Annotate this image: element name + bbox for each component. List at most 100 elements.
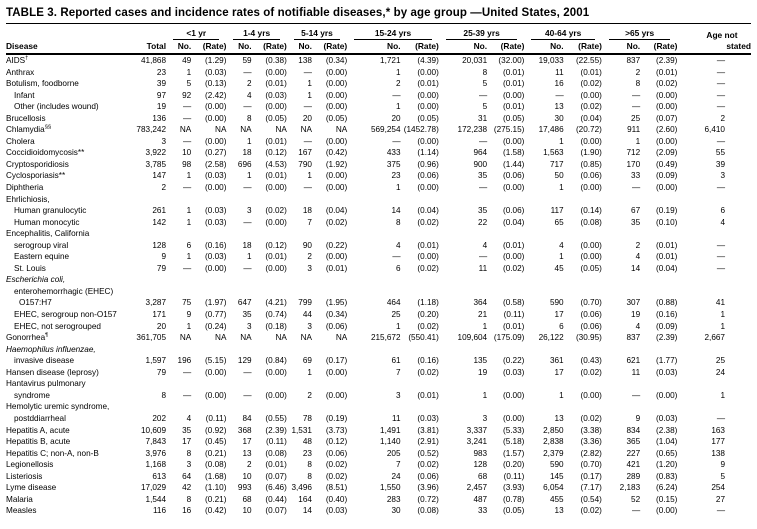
value-cell: (1452.78) — [403, 125, 439, 135]
value-cell — [401, 378, 439, 390]
value-cell: (0.00) — [656, 136, 678, 146]
disease-name: Hansen disease (leprosy) — [6, 367, 99, 377]
value-cell: 1 — [186, 252, 192, 262]
header-sub-row: Disease Total No. (Rate) No. (Rate) No. … — [6, 40, 751, 55]
value-cell — [564, 286, 602, 298]
value-cell — [524, 228, 563, 240]
value-cell: 3,496 — [291, 483, 312, 493]
value-cell: (0.02) — [417, 367, 439, 377]
value-cell: (0.00) — [502, 183, 525, 193]
value-cell: (0.03) — [265, 90, 287, 100]
value-cell: 227 — [626, 448, 641, 458]
header-spacer — [6, 26, 127, 40]
value-cell: 7 — [395, 367, 401, 377]
table-row: Eastern equine 9 1 (0.03) 1 (0.01) 2 (0.00) — (0.… — [6, 251, 751, 263]
disease-name: Cyclosporiasis** — [6, 171, 66, 181]
value-cell: (0.00) — [580, 252, 602, 262]
age-not-stated-cell — [677, 378, 751, 390]
value-cell: 5 — [186, 79, 192, 89]
value-cell: 1,531 — [291, 425, 312, 435]
age-group-label: 25-39 yrs — [445, 28, 518, 40]
total-cell: 171 — [152, 310, 167, 320]
value-cell: 911 — [627, 125, 641, 135]
value-cell — [312, 378, 347, 390]
value-cell: 215,672 — [370, 333, 401, 343]
value-cell — [312, 194, 347, 206]
value-cell: (0.02) — [580, 413, 602, 423]
value-cell: — — [243, 263, 252, 273]
value-cell — [640, 286, 677, 298]
value-cell: (0.03) — [205, 171, 227, 181]
value-cell: 2,379 — [543, 448, 564, 458]
value-cell: (0.88) — [656, 298, 678, 308]
value-cell — [439, 274, 487, 286]
header-no: No. — [347, 40, 401, 55]
header-group-row: <1 yr 1-4 yrs 5-14 yrs 15-24 yrs 25-39 y… — [6, 26, 751, 40]
value-cell: (0.19) — [656, 206, 678, 216]
value-cell: 17,486 — [538, 125, 564, 135]
value-cell: 18 — [242, 148, 252, 158]
value-cell: (3.81) — [417, 425, 439, 435]
value-cell: (0.18) — [265, 321, 287, 331]
value-cell: 16 — [182, 506, 192, 516]
value-cell: 35 — [478, 206, 488, 216]
value-cell: 3 — [247, 321, 252, 331]
value-cell — [191, 274, 226, 286]
value-cell — [166, 286, 191, 298]
value-cell: (5.15) — [205, 356, 227, 366]
value-cell: 2 — [635, 67, 641, 77]
value-cell: (1.95) — [325, 298, 348, 308]
value-cell: 128 — [473, 460, 488, 470]
value-cell — [487, 286, 524, 298]
total-cell — [127, 344, 166, 356]
value-cell — [252, 401, 287, 413]
age-not-stated-cell: — — [716, 506, 725, 516]
value-cell: 696 — [237, 159, 252, 169]
value-cell: (0.11) — [205, 413, 227, 423]
value-cell: 20,031 — [462, 56, 488, 65]
value-cell: 13 — [554, 413, 564, 423]
value-cell — [602, 378, 640, 390]
value-cell: (0.01) — [265, 252, 287, 262]
value-cell: (2.38) — [656, 425, 678, 435]
value-cell — [564, 401, 602, 413]
value-cell: NA — [335, 125, 348, 135]
value-cell — [312, 344, 347, 356]
value-cell — [487, 228, 524, 240]
value-cell: 65 — [554, 217, 564, 227]
value-cell: 983 — [473, 448, 488, 458]
value-cell: 3 — [247, 206, 252, 216]
header-no: No. — [524, 40, 564, 55]
value-cell — [166, 274, 191, 286]
value-cell: NA — [275, 333, 287, 343]
value-cell: 8 — [395, 217, 401, 227]
value-cell: 2 — [395, 79, 401, 89]
value-cell — [226, 274, 251, 286]
value-cell: (0.00) — [417, 102, 439, 112]
value-cell: 3 — [186, 460, 192, 470]
value-cell: (0.01) — [417, 240, 439, 250]
value-cell: (7.17) — [580, 483, 602, 493]
value-cell — [439, 228, 487, 240]
value-cell — [347, 228, 400, 240]
age-not-stated-cell: 1 — [720, 310, 725, 320]
value-cell: — — [183, 136, 192, 146]
total-cell: 261 — [152, 206, 167, 216]
disease-name: Human granulocytic — [14, 206, 87, 216]
table-row: Other (includes wound) 19 — (0.00) — (0.00) — (… — [6, 101, 751, 113]
value-cell: 11 — [478, 263, 488, 273]
value-cell: (0.02) — [325, 460, 348, 470]
value-cell: 1,491 — [380, 425, 401, 435]
value-cell: 30 — [391, 506, 401, 516]
value-cell: — — [183, 390, 192, 400]
value-cell: 2,850 — [543, 425, 564, 435]
age-not-stated-cell — [677, 401, 751, 413]
value-cell: (1.44) — [502, 159, 525, 169]
value-cell: NA — [179, 333, 192, 343]
disease-name: Escherichia coli, — [6, 275, 66, 285]
value-cell: (0.04) — [502, 217, 525, 227]
value-cell: (0.72) — [417, 494, 439, 504]
value-cell: (0.02) — [417, 321, 439, 331]
table-row: Encephalitis, California — [6, 228, 751, 240]
value-cell: — — [243, 102, 252, 112]
